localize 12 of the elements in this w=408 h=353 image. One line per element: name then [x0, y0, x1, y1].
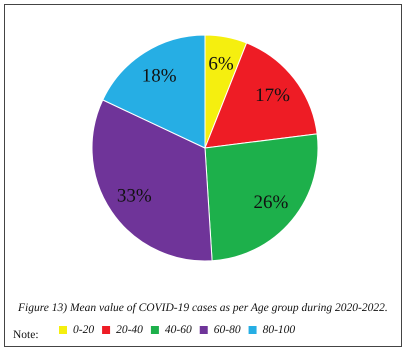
- legend-label: 20-40: [116, 324, 144, 336]
- data-label: 33%: [116, 186, 152, 207]
- data-label: 18%: [142, 65, 177, 86]
- legend-label: 40-60: [164, 324, 192, 336]
- text: Figure 13) Mean value of COVID-19 cases as per Age group during 2020-2022.: [17, 302, 388, 314]
- legend-title: Note:: [13, 329, 39, 341]
- legend-label: 80-100: [262, 324, 296, 336]
- data-label: 17%: [255, 85, 290, 106]
- data-label: 6%: [208, 54, 234, 75]
- legend-label: 0-20: [73, 324, 94, 336]
- legend-label: 60-80: [214, 324, 241, 336]
- data-label: 26%: [253, 192, 288, 213]
